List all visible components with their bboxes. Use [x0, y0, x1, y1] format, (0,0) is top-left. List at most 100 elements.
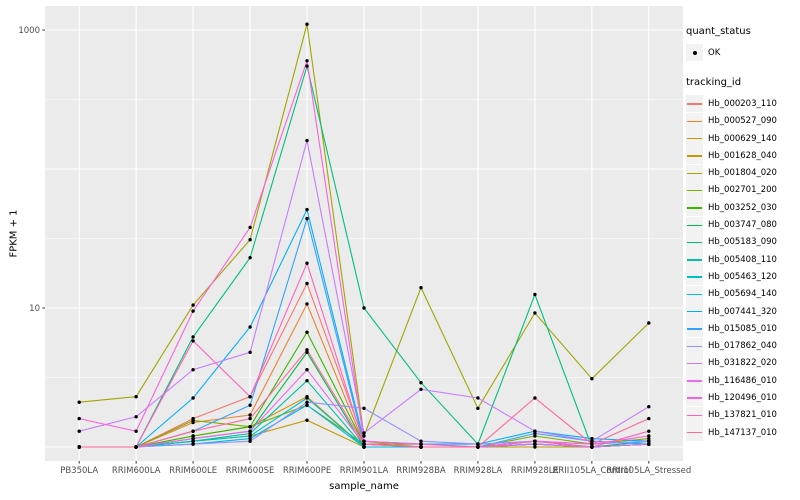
legend-line-swatch-icon [686, 251, 703, 269]
data-point [248, 225, 252, 230]
legend-line-swatch-icon [686, 406, 703, 424]
legend-line-swatch-icon [686, 130, 703, 148]
legend-item-label: Hb_000203_110 [708, 98, 777, 109]
data-point [191, 335, 195, 339]
data-point [134, 395, 138, 399]
legend-item-label: Hb_116486_010 [708, 375, 777, 386]
data-point [248, 413, 252, 417]
data-point [191, 396, 195, 400]
data-point [248, 350, 252, 354]
legend-item-label: Hb_147137_010 [708, 427, 777, 438]
data-point [77, 429, 81, 433]
data-point [533, 429, 537, 433]
data-point [647, 436, 651, 441]
x-tick-label: RRIM901LA [340, 466, 389, 476]
legend-line-swatch-icon [686, 268, 703, 286]
data-point [305, 348, 309, 352]
data-point [647, 442, 651, 446]
legend-line-swatch-icon [686, 372, 703, 390]
legend-item-Hb_000527_090: Hb_000527_090 [686, 112, 798, 130]
data-point [248, 395, 252, 399]
data-point [590, 439, 594, 443]
x-tick-label: RRII105LA_Control [552, 466, 631, 476]
legend-title-quant-status: quant_status [686, 26, 751, 37]
data-point [134, 415, 138, 419]
legend-item-label: Hb_003747_080 [708, 220, 777, 231]
legend-item-label: Hb_005463_120 [708, 271, 777, 282]
legend-item-Hb_001804_020: Hb_001804_020 [686, 164, 798, 182]
data-point [647, 434, 651, 438]
data-point [419, 381, 423, 385]
data-point [305, 59, 309, 63]
data-point [305, 400, 309, 404]
data-point [77, 400, 81, 404]
legend-line-swatch-icon [686, 216, 703, 234]
data-point [248, 256, 252, 260]
legend-item-Hb_000629_140: Hb_000629_140 [686, 130, 798, 148]
data-point [533, 434, 537, 438]
legend-item-label: Hb_003252_030 [708, 202, 777, 213]
legend-line-swatch-icon [686, 164, 703, 182]
data-point [533, 442, 537, 446]
legend-line-swatch-icon [686, 320, 703, 338]
data-point [362, 442, 366, 446]
data-point [419, 445, 423, 449]
legend-line-swatch-icon [686, 112, 703, 130]
legend-item-Hb_147137_010: Hb_147137_010 [686, 424, 798, 442]
data-point [191, 442, 195, 446]
data-point [533, 292, 537, 297]
data-point [590, 436, 594, 441]
x-tick-label: RRIM928LA [454, 466, 503, 476]
legend-line-swatch-icon [686, 95, 703, 113]
data-point [476, 396, 480, 400]
legend-item-label: Hb_000629_140 [708, 133, 777, 144]
legend-item-label: Hb_001628_040 [708, 150, 777, 161]
data-point [476, 445, 480, 449]
data-point [248, 416, 252, 421]
data-point [248, 325, 252, 329]
data-point [305, 216, 309, 221]
data-point [191, 368, 195, 372]
data-point [248, 425, 252, 429]
data-point [191, 339, 195, 343]
data-point [419, 442, 423, 446]
quant-status-point-icon [686, 44, 703, 62]
legend-item-Hb_003252_030: Hb_003252_030 [686, 199, 798, 217]
data-point [419, 286, 423, 290]
data-point [362, 445, 366, 449]
legend-line-swatch-icon [686, 199, 703, 217]
legend-item-Hb_007441_320: Hb_007441_320 [686, 303, 798, 320]
data-point [362, 406, 366, 410]
data-point [362, 306, 366, 310]
legend-item-label: Hb_005408_110 [708, 254, 777, 265]
data-point [305, 330, 309, 334]
legend-line-swatch-icon [686, 147, 703, 165]
data-point [191, 303, 195, 307]
legend-item-Hb_017862_040: Hb_017862_040 [686, 337, 798, 355]
data-point [305, 22, 309, 26]
legend-item-Hb_031822_020: Hb_031822_020 [686, 354, 798, 372]
data-point [647, 439, 651, 443]
data-point [305, 379, 309, 383]
data-point [305, 418, 309, 422]
legend-item-label: Hb_031822_020 [708, 358, 777, 369]
legend-tracking-id-items: Hb_000203_110 Hb_000527_090 Hb_000629_140 H… [686, 95, 798, 442]
legend-line-swatch-icon [686, 424, 703, 442]
legend-item-label: Hb_015085_010 [708, 323, 777, 334]
legend-item-ok: OK [686, 44, 798, 62]
legend-item-Hb_005694_140: Hb_005694_140 [686, 285, 798, 303]
data-point [248, 403, 252, 407]
data-point [305, 396, 309, 400]
legend-item-label: Hb_001804_020 [708, 168, 777, 179]
data-point [248, 436, 252, 441]
data-point [248, 439, 252, 443]
data-point [647, 405, 651, 409]
legend-item-Hb_005463_120: Hb_005463_120 [686, 268, 798, 286]
data-point [419, 439, 423, 443]
data-point [305, 302, 309, 306]
data-point [362, 434, 366, 438]
legend-item-Hb_003747_080: Hb_003747_080 [686, 216, 798, 234]
legend-item-Hb_120496_010: Hb_120496_010 [686, 389, 798, 407]
legend-item-Hb_137821_010: Hb_137821_010 [686, 406, 798, 424]
